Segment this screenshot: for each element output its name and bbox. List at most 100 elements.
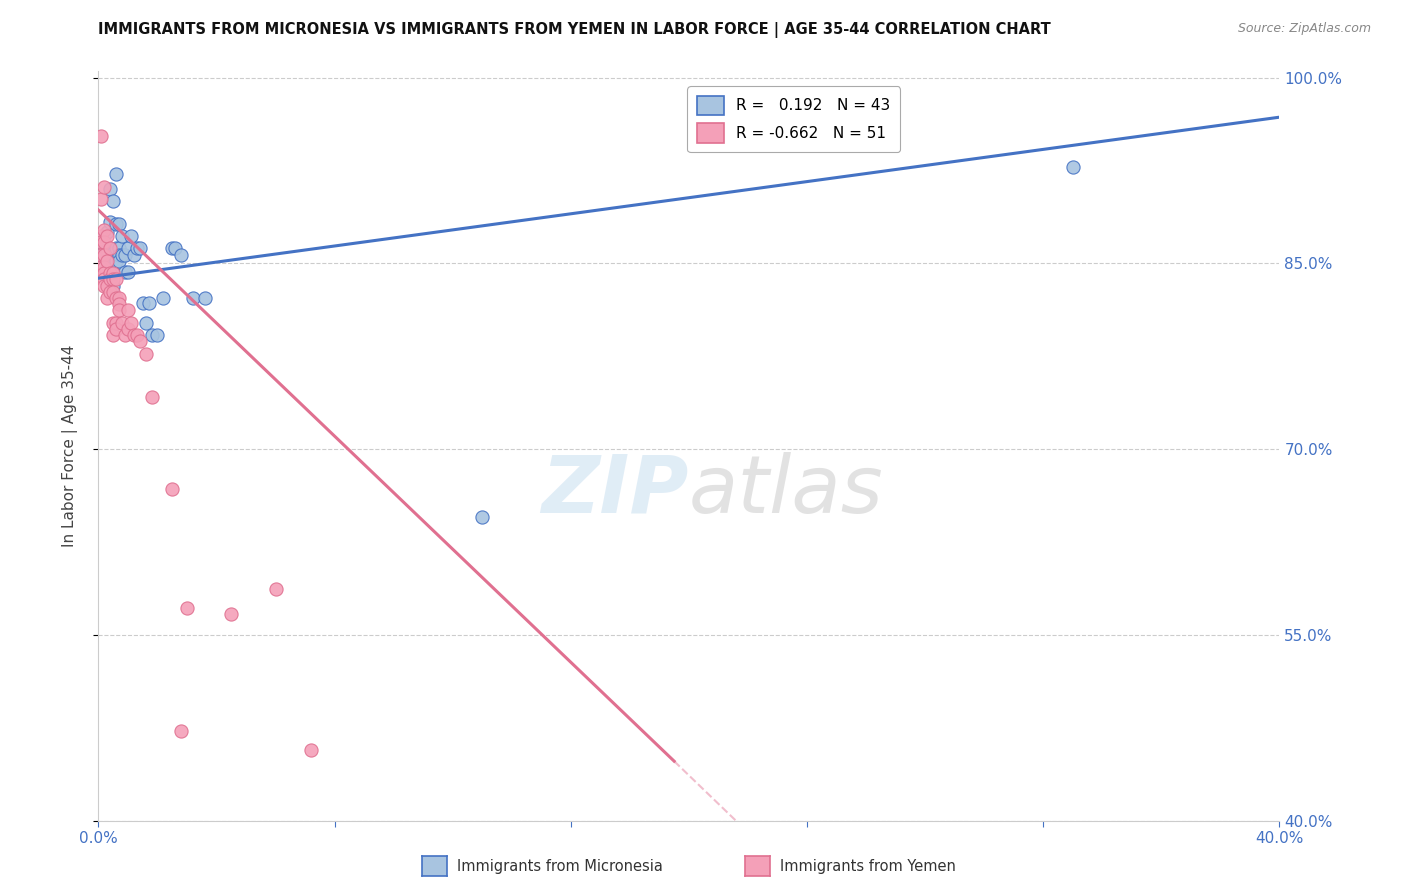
Point [103,316,125,330]
Point [93,223,115,237]
Point [103,266,125,280]
Point [105,167,128,181]
Text: Source: ZipAtlas.com: Source: ZipAtlas.com [1237,22,1371,36]
Point [98,266,121,280]
Point [90,229,112,244]
Point [152,291,174,305]
Point [98,182,121,196]
Point [176,600,198,615]
Point [96,225,118,239]
Point [103,285,125,299]
Point [103,265,125,279]
Point [90,231,112,245]
Point [105,242,128,256]
Point [138,296,160,310]
Point [128,242,150,256]
Point [108,291,131,305]
Point [93,266,115,280]
Point [96,278,118,293]
Point [90,192,112,206]
Point [108,253,131,268]
Point [135,347,157,361]
Point [105,217,128,231]
Point [162,482,183,496]
Point [181,291,204,305]
Point [108,242,131,256]
Point [165,242,187,256]
Point [125,242,148,256]
Point [103,328,125,343]
Point [93,278,115,293]
Point [105,272,128,286]
Point [141,328,163,343]
Point [471,510,494,524]
Point [103,194,125,209]
Point [108,217,131,231]
Point [93,250,115,264]
Point [219,607,242,621]
Point [117,303,139,318]
Point [96,252,118,267]
Point [108,247,131,261]
Point [103,278,125,293]
Point [90,247,112,261]
Point [125,328,148,343]
Text: ZIP: ZIP [541,452,689,530]
Text: atlas: atlas [689,452,884,530]
Point [93,179,115,194]
Y-axis label: In Labor Force | Age 35-44: In Labor Force | Age 35-44 [62,345,77,547]
Point [93,260,115,274]
Point [93,244,115,258]
Point [114,247,136,261]
Point [117,322,139,336]
Point [108,303,131,318]
Point [122,247,145,261]
Point [96,291,118,305]
Point [162,242,183,256]
Point [120,316,142,330]
Point [132,296,155,310]
Point [117,242,139,256]
Point [128,334,150,349]
Text: Immigrants from Micronesia: Immigrants from Micronesia [457,859,662,873]
Point [90,235,112,250]
Point [114,328,136,343]
Legend: R =   0.192   N = 43, R = -0.662   N = 51: R = 0.192 N = 43, R = -0.662 N = 51 [688,87,900,152]
Point [90,128,112,143]
Point [98,285,121,299]
Point [103,272,125,286]
Point [114,265,136,279]
Point [117,265,139,279]
Point [96,244,118,258]
Point [103,246,125,260]
Point [105,291,128,305]
Point [146,328,169,343]
Point [299,743,322,757]
Point [98,242,121,256]
Point [105,316,128,330]
Text: Immigrants from Yemen: Immigrants from Yemen [780,859,956,873]
Text: IMMIGRANTS FROM MICRONESIA VS IMMIGRANTS FROM YEMEN IN LABOR FORCE | AGE 35-44 C: IMMIGRANTS FROM MICRONESIA VS IMMIGRANTS… [98,22,1052,38]
Point [105,253,128,268]
Point [90,260,112,274]
Point [122,328,145,343]
Point [264,582,287,596]
Point [105,322,128,336]
Point [93,235,115,250]
Point [96,229,118,244]
Point [111,316,134,330]
Point [93,247,115,261]
Point [108,297,131,311]
Point [1062,160,1084,174]
Point [96,253,118,268]
Point [98,272,121,286]
Point [170,724,193,739]
Point [90,266,112,280]
Point [98,215,121,229]
Point [93,272,115,286]
Point [194,291,217,305]
Point [170,247,193,261]
Point [111,247,134,261]
Point [135,316,157,330]
Point [120,229,142,244]
